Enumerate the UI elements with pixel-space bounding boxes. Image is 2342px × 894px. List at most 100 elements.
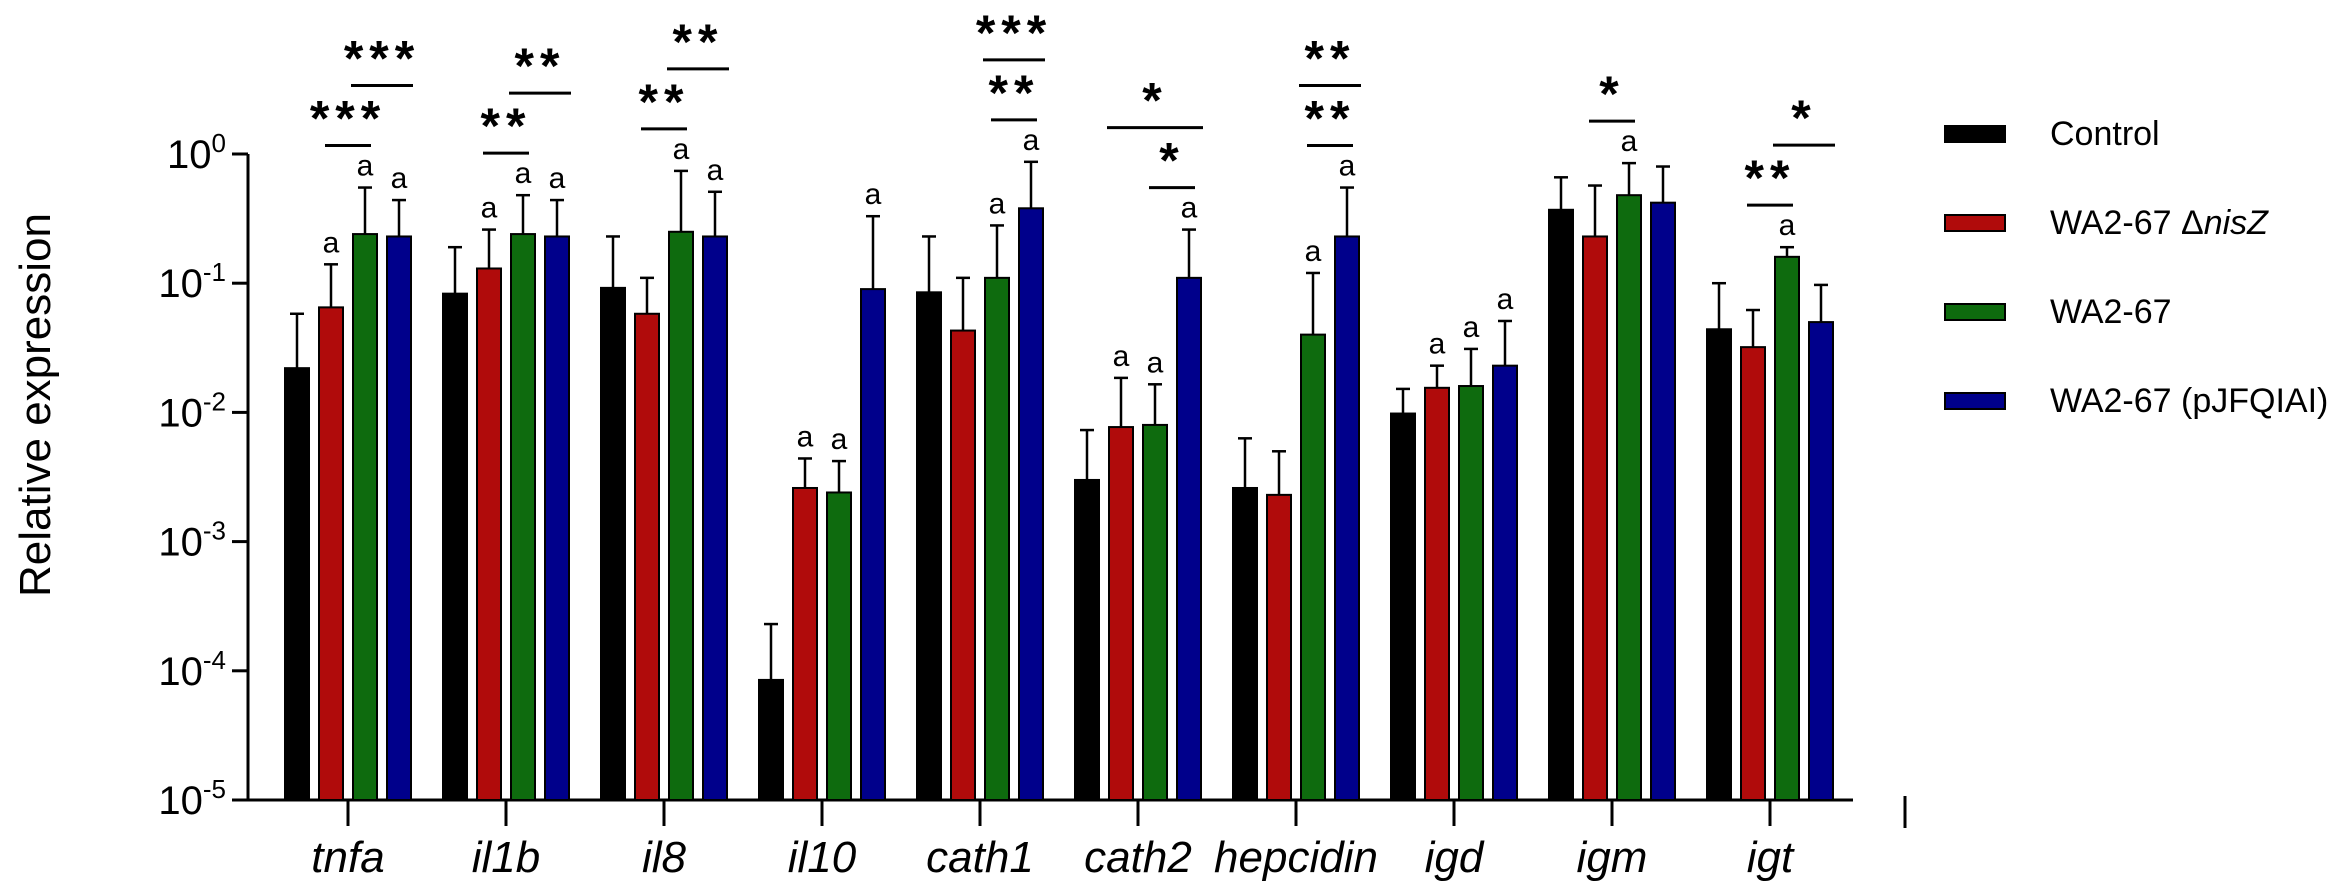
letter-annotation: a xyxy=(797,420,814,453)
letter-annotation: a xyxy=(1339,150,1356,183)
significance-stars: ** xyxy=(515,38,566,94)
legend-label: WA2-67 (pJFQIAI) xyxy=(2050,382,2328,420)
bar-cath1 xyxy=(984,276,1010,801)
bar-il1b xyxy=(544,235,570,801)
letter-annotation: a xyxy=(357,150,374,183)
bar-igm xyxy=(1616,194,1642,801)
plot-area: 100 10-1 10-2 10-3 10-4 10-5 tnfa il1b il8 il10 ca… xyxy=(158,5,1907,882)
bar-il8 xyxy=(702,235,728,801)
legend: Control WA2-67 ΔnisZ WA2-67 WA2-67 (pJFQIAI… xyxy=(1944,115,2328,420)
letter-annotation: a xyxy=(673,133,690,166)
legend-swatch xyxy=(1944,125,2006,143)
letter-annotation: a xyxy=(831,423,848,456)
bar-igt xyxy=(1706,328,1732,801)
y-axis-label: Relative expression xyxy=(11,213,60,597)
bar-cath1 xyxy=(916,291,942,801)
significance-stars: ** xyxy=(1305,31,1356,87)
legend-label: Control xyxy=(2050,115,2160,153)
bar-il10 xyxy=(826,491,852,801)
bar-il1b xyxy=(476,267,502,801)
bar-il10 xyxy=(758,678,784,801)
y-tick-label: 100 xyxy=(167,128,226,177)
significance-stars: ** xyxy=(481,98,532,154)
bar-igt xyxy=(1808,321,1834,801)
bar-igd xyxy=(1492,364,1518,801)
bar-il1b xyxy=(442,292,468,801)
significance-stars: ** xyxy=(639,74,690,130)
letter-annotation: a xyxy=(1497,283,1514,316)
bar-il1b xyxy=(510,233,536,801)
letter-annotation: a xyxy=(1779,209,1796,242)
x-tick-label-tnfa: tnfa xyxy=(311,833,384,882)
x-tick-label-igd: igd xyxy=(1425,833,1485,882)
bar-igm xyxy=(1650,201,1676,801)
bar-igt xyxy=(1740,346,1766,801)
letter-annotation: a xyxy=(1147,346,1164,379)
bar-igd xyxy=(1458,385,1484,801)
significance-stars: *** xyxy=(976,5,1052,61)
letter-annotation: a xyxy=(1463,311,1480,344)
legend-label: WA2-67 xyxy=(2050,293,2172,331)
y-tick-label: 10-5 xyxy=(158,774,226,823)
bar-tnfa xyxy=(284,367,310,801)
x-tick-label-hepcidin: hepcidin xyxy=(1214,833,1378,882)
significance-stars: * xyxy=(1599,66,1624,122)
bar-cath2 xyxy=(1108,426,1134,801)
x-tick-label-cath2: cath2 xyxy=(1084,833,1192,882)
significance-stars: ** xyxy=(673,14,724,70)
letter-annotation: a xyxy=(323,226,340,259)
letter-annotation: a xyxy=(989,187,1006,220)
letter-annotation: a xyxy=(1429,328,1446,361)
significance-stars: * xyxy=(1159,133,1184,189)
y-tick-label: 10-1 xyxy=(158,257,226,306)
significance-stars: *** xyxy=(344,31,420,87)
bar-igd xyxy=(1390,412,1416,801)
bar-cath2 xyxy=(1074,478,1100,801)
letter-annotation: a xyxy=(1305,235,1322,268)
significance-stars: * xyxy=(1142,73,1167,129)
letter-annotation: a xyxy=(1113,340,1130,373)
bar-il8 xyxy=(668,230,694,802)
bar-il8 xyxy=(600,286,626,801)
significance-stars: * xyxy=(1791,90,1816,146)
letter-annotation: a xyxy=(1621,125,1638,158)
significance-stars: ** xyxy=(1745,150,1796,206)
legend-swatch xyxy=(1944,392,2006,410)
letter-annotation: a xyxy=(1181,192,1198,225)
bar-il8 xyxy=(634,312,660,801)
x-tick-label-igt: igt xyxy=(1747,833,1795,882)
significance-stars: ** xyxy=(1305,91,1356,147)
letter-annotation: a xyxy=(1023,124,1040,157)
bar-hepcidin xyxy=(1232,486,1258,801)
bar-il10 xyxy=(792,486,818,801)
bar-hepcidin xyxy=(1334,235,1360,801)
bar-cath2 xyxy=(1176,276,1202,801)
letter-annotation: a xyxy=(707,154,724,187)
significance-stars: ** xyxy=(989,65,1040,121)
y-tick-label: 10-3 xyxy=(158,516,226,565)
y-tick-label: 10-4 xyxy=(158,645,226,694)
letter-annotation: a xyxy=(481,192,498,225)
x-tick-label-il1b: il1b xyxy=(472,833,541,882)
bar-igt xyxy=(1774,255,1800,801)
bar-tnfa xyxy=(386,235,412,801)
bar-il10 xyxy=(860,288,886,801)
bar-hepcidin xyxy=(1300,333,1326,801)
bar-hepcidin xyxy=(1266,493,1292,801)
bar-cath1 xyxy=(950,329,976,801)
letter-annotation: a xyxy=(549,162,566,195)
bar-cath2 xyxy=(1142,423,1168,801)
significance-stars: *** xyxy=(310,91,386,147)
bar-igd xyxy=(1424,386,1450,801)
letter-annotation: a xyxy=(391,162,408,195)
bar-igm xyxy=(1548,208,1574,801)
legend-swatch xyxy=(1944,214,2006,232)
letter-annotation: a xyxy=(515,157,532,190)
x-tick-label-il8: il8 xyxy=(642,833,687,882)
x-tick-label-il10: il10 xyxy=(788,833,857,882)
y-tick-label: 10-2 xyxy=(158,386,226,435)
legend-swatch xyxy=(1944,303,2006,321)
bar-igm xyxy=(1582,235,1608,801)
bar-tnfa xyxy=(352,233,378,801)
